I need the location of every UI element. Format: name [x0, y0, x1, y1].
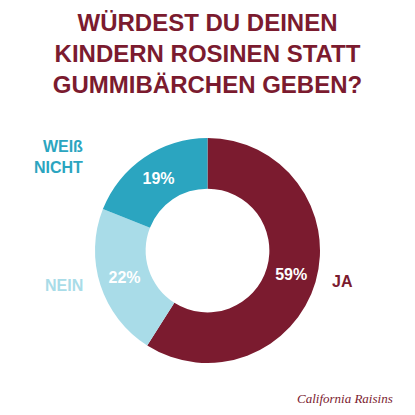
svg-text:JA: JA [332, 273, 353, 290]
svg-text:59%: 59% [275, 266, 307, 283]
svg-text:22%: 22% [109, 269, 141, 286]
svg-text:NEIN: NEIN [45, 277, 83, 294]
svg-text:WÜRDEST DU DEINENKINDERN ROSIN: WÜRDEST DU DEINENKINDERN ROSINEN STATTGU… [53, 9, 362, 98]
svg-text:California Raisins: California Raisins [297, 391, 393, 406]
svg-text:19%: 19% [142, 170, 174, 187]
svg-text:WEIßNICHT: WEIßNICHT [34, 138, 83, 176]
